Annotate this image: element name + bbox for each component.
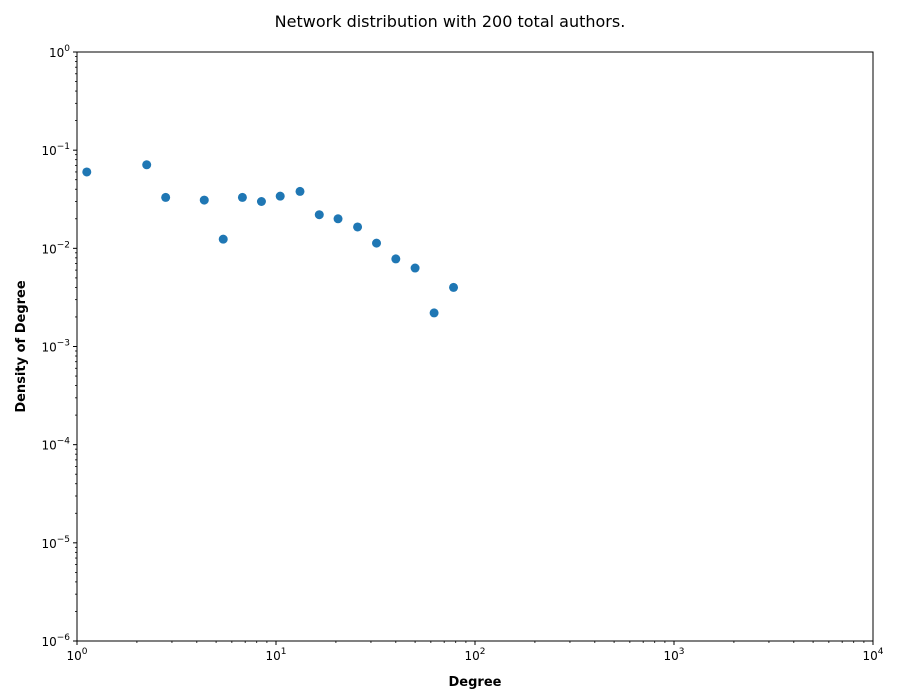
data-point [314, 210, 324, 220]
chart-title: Network distribution with 200 total auth… [275, 12, 626, 31]
x-axis-ticks: 100 101 102 103 104 [66, 641, 884, 663]
data-point [161, 192, 171, 202]
data-point [295, 186, 305, 196]
data-point [410, 263, 420, 273]
data-points [82, 160, 459, 318]
minor-ticks [75, 56, 865, 643]
y-axis-label: Density of Degree [14, 280, 29, 413]
x-tick-label: 104 [862, 647, 883, 663]
data-point [449, 282, 459, 292]
data-point [199, 195, 209, 205]
y-tick-label: 10−2 [41, 240, 70, 256]
data-point [142, 160, 152, 170]
data-point [256, 196, 266, 206]
data-point [82, 167, 92, 177]
y-axis-ticks: 10−6 10−5 10−4 10−3 10−2 10−1 100 [41, 44, 77, 649]
x-tick-label: 100 [66, 647, 87, 663]
x-axis-label: Degree [449, 675, 502, 690]
x-tick-label: 103 [663, 647, 684, 663]
data-point [429, 308, 439, 318]
x-tick-label: 102 [464, 647, 485, 663]
plot-area [76, 51, 874, 642]
data-point [218, 234, 228, 244]
y-tick-label: 10−1 [41, 142, 70, 158]
y-tick-label: 10−3 [41, 339, 70, 355]
data-point [237, 192, 247, 202]
y-tick-label: 10−4 [41, 437, 70, 453]
y-tick-label: 100 [49, 44, 70, 60]
data-point [333, 214, 343, 224]
data-point [275, 191, 285, 201]
x-tick-label: 101 [265, 647, 286, 663]
y-tick-label: 10−6 [41, 633, 70, 649]
data-point [372, 238, 382, 248]
data-point [391, 254, 401, 264]
data-point [353, 222, 363, 232]
y-tick-label: 10−5 [41, 535, 70, 551]
